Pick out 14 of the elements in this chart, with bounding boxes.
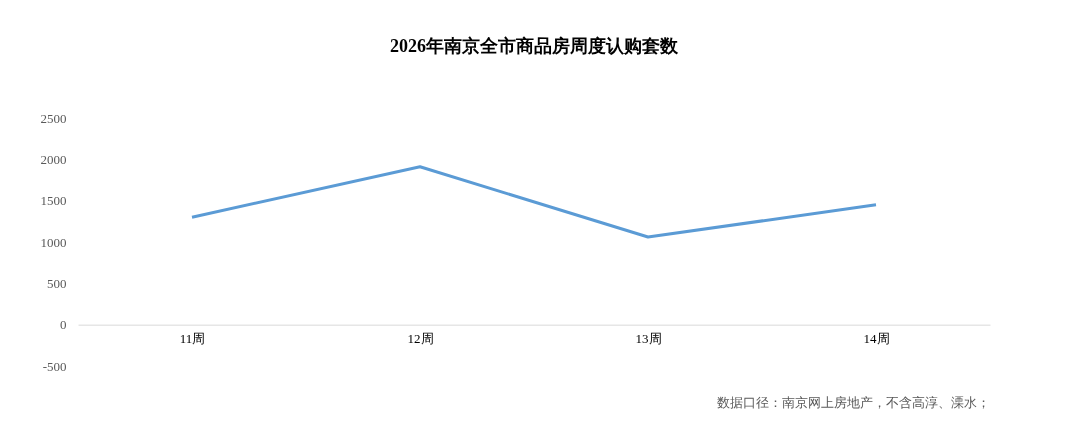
x-tick-label: 14周 — [863, 331, 890, 347]
chart-title: 2026年南京全市商品房周度认购套数 — [390, 36, 679, 56]
x-tick-label: 11周 — [179, 331, 206, 347]
x-tick-label: 12周 — [407, 331, 434, 347]
y-tick-label: -500 — [42, 358, 67, 374]
y-tick-label: 2500 — [40, 110, 67, 126]
y-tick-label: 2000 — [40, 151, 67, 167]
text: 数据口径：南京网上房地产，不含高淳、溧水； — [717, 395, 990, 410]
y-tick-label: 500 — [47, 275, 67, 291]
x-tick-label: 13周 — [635, 331, 662, 347]
y-tick-label: 1000 — [40, 234, 67, 250]
line-series — [190, 165, 878, 239]
y-tick-label: 1500 — [40, 193, 67, 209]
y-tick-label: 0 — [60, 317, 67, 333]
